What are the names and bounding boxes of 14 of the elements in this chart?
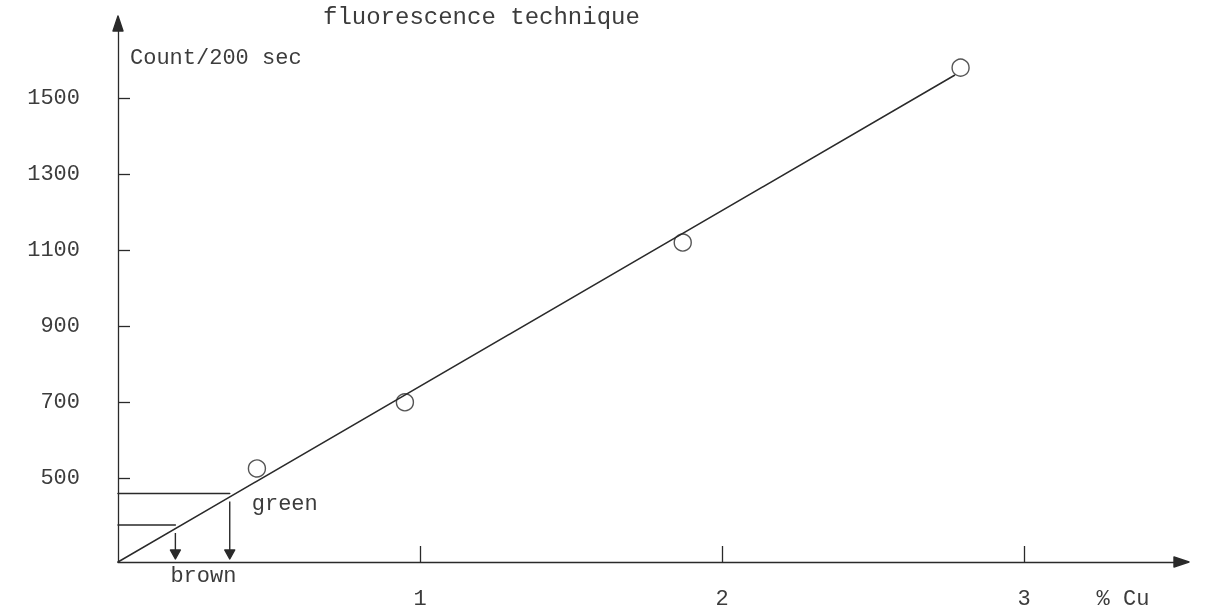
chart-title: fluorescence technique xyxy=(323,3,640,31)
annotation: green xyxy=(251,492,318,518)
x-axis-title: % Cu xyxy=(1096,586,1150,612)
x-tick-label: 2 xyxy=(715,586,729,612)
x-tick-label: 1 xyxy=(413,586,427,612)
y-tick-label: 1500 xyxy=(27,85,80,111)
y-tick-label: 700 xyxy=(40,389,80,415)
y-tick-label: 1100 xyxy=(27,237,80,263)
y-tick-label: 1300 xyxy=(27,161,80,187)
annotation: brown xyxy=(170,563,237,589)
y-axis-title: Count/200 sec xyxy=(130,45,302,71)
x-tick-label: 3 xyxy=(1017,586,1031,612)
y-tick-label: 900 xyxy=(40,313,80,339)
y-tick-label: 500 xyxy=(40,465,80,491)
